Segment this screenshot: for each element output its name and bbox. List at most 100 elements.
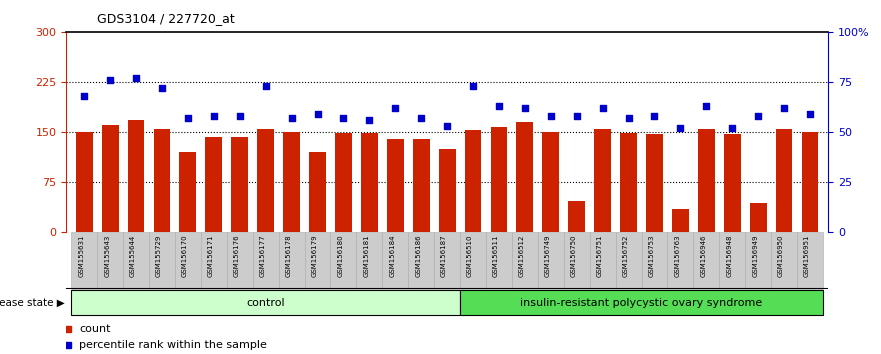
Point [233, 113, 247, 119]
Text: GSM156170: GSM156170 [181, 235, 188, 277]
Bar [724, 134, 741, 232]
Point [78, 93, 92, 99]
FancyBboxPatch shape [97, 232, 123, 289]
Point [621, 115, 635, 121]
Point [725, 125, 739, 131]
Point [700, 103, 714, 109]
Bar [775, 129, 793, 232]
Text: GSM156176: GSM156176 [233, 235, 240, 277]
Text: GSM156949: GSM156949 [752, 235, 759, 277]
FancyBboxPatch shape [71, 290, 460, 315]
FancyBboxPatch shape [71, 232, 97, 289]
Text: GSM156510: GSM156510 [467, 235, 473, 277]
FancyBboxPatch shape [668, 232, 693, 289]
FancyBboxPatch shape [616, 232, 641, 289]
Point [570, 113, 584, 119]
FancyBboxPatch shape [434, 232, 460, 289]
Point [181, 115, 195, 121]
Text: control: control [247, 298, 285, 308]
Point [337, 115, 351, 121]
FancyBboxPatch shape [693, 232, 719, 289]
FancyBboxPatch shape [408, 232, 434, 289]
Bar [568, 200, 585, 232]
Point [751, 113, 766, 119]
Point [440, 123, 454, 129]
FancyBboxPatch shape [382, 232, 408, 289]
Bar [128, 120, 144, 232]
FancyBboxPatch shape [123, 232, 149, 289]
Bar [361, 133, 378, 232]
Bar [646, 134, 663, 232]
Bar [257, 129, 274, 232]
Text: GSM156951: GSM156951 [804, 235, 810, 277]
Text: GSM156948: GSM156948 [726, 235, 732, 277]
Text: GSM156178: GSM156178 [285, 235, 292, 277]
Point [544, 113, 558, 119]
Bar [101, 125, 119, 232]
Point [596, 105, 610, 111]
FancyBboxPatch shape [175, 232, 201, 289]
Text: percentile rank within the sample: percentile rank within the sample [79, 340, 267, 350]
Text: GSM155729: GSM155729 [156, 235, 162, 277]
Point [518, 105, 532, 111]
Text: GSM156186: GSM156186 [415, 235, 421, 277]
Bar [620, 133, 637, 232]
Text: GSM156187: GSM156187 [441, 235, 447, 277]
Text: GSM156181: GSM156181 [363, 235, 369, 277]
FancyBboxPatch shape [537, 232, 564, 289]
Text: disease state ▶: disease state ▶ [0, 298, 65, 308]
Text: GSM156753: GSM156753 [648, 235, 655, 277]
FancyBboxPatch shape [330, 232, 357, 289]
Bar [672, 209, 689, 232]
Bar [543, 132, 559, 232]
Point [362, 117, 376, 123]
Text: GSM155643: GSM155643 [104, 235, 110, 277]
Text: count: count [79, 324, 111, 334]
Bar [309, 152, 326, 232]
Point [155, 85, 169, 91]
FancyBboxPatch shape [460, 232, 486, 289]
Point [103, 77, 117, 83]
Text: GDS3104 / 227720_at: GDS3104 / 227720_at [97, 12, 234, 25]
Point [777, 105, 791, 111]
Bar [516, 122, 533, 232]
FancyBboxPatch shape [486, 232, 512, 289]
Bar [491, 126, 507, 232]
Point [259, 83, 273, 89]
FancyBboxPatch shape [357, 232, 382, 289]
FancyBboxPatch shape [460, 290, 823, 315]
Bar [413, 138, 430, 232]
FancyBboxPatch shape [797, 232, 823, 289]
Point [207, 113, 221, 119]
Bar [335, 133, 352, 232]
Bar [387, 138, 403, 232]
Text: GSM156180: GSM156180 [337, 235, 344, 277]
FancyBboxPatch shape [201, 232, 226, 289]
FancyBboxPatch shape [278, 232, 305, 289]
Point [803, 111, 817, 117]
FancyBboxPatch shape [512, 232, 537, 289]
Text: GSM156511: GSM156511 [493, 235, 499, 277]
Bar [750, 203, 766, 232]
Text: GSM156512: GSM156512 [519, 235, 525, 277]
Text: GSM156763: GSM156763 [674, 235, 680, 277]
FancyBboxPatch shape [253, 232, 278, 289]
Point [648, 113, 662, 119]
Bar [232, 137, 248, 232]
Point [673, 125, 687, 131]
Bar [180, 152, 196, 232]
FancyBboxPatch shape [771, 232, 797, 289]
FancyBboxPatch shape [589, 232, 616, 289]
Bar [153, 129, 170, 232]
Text: insulin-resistant polycystic ovary syndrome: insulin-resistant polycystic ovary syndr… [521, 298, 763, 308]
Text: GSM156750: GSM156750 [571, 235, 577, 277]
Text: GSM156946: GSM156946 [700, 235, 707, 277]
FancyBboxPatch shape [149, 232, 175, 289]
Text: GSM155631: GSM155631 [78, 235, 85, 277]
Bar [698, 129, 714, 232]
FancyBboxPatch shape [564, 232, 589, 289]
Point [285, 115, 299, 121]
FancyBboxPatch shape [305, 232, 330, 289]
Point [414, 115, 428, 121]
FancyBboxPatch shape [641, 232, 668, 289]
